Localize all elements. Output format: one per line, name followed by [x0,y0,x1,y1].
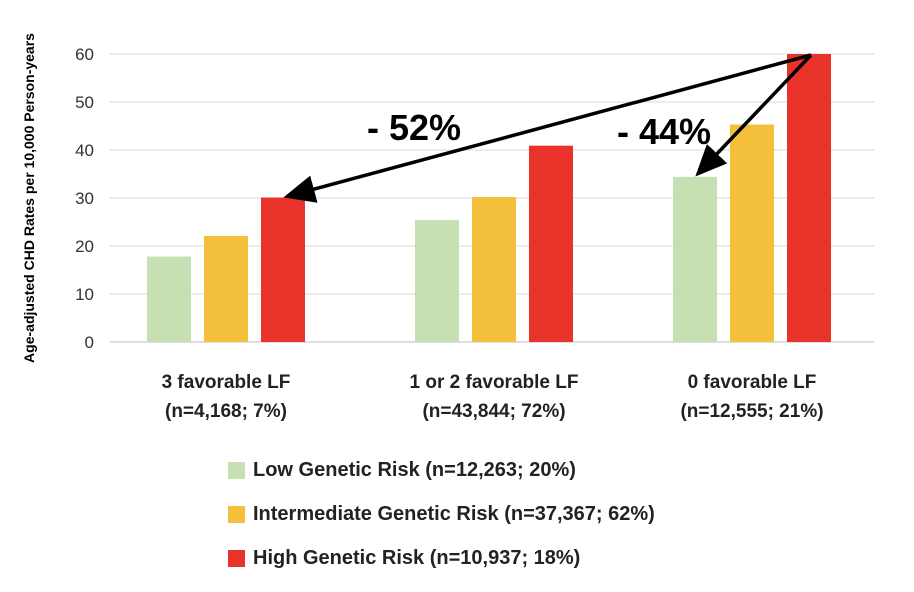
y-tick-label: 0 [85,333,94,352]
y-tick-label: 30 [75,189,94,208]
y-axis-label: Age-adjusted CHD Rates per 10,000 Person… [21,33,37,363]
legend-label-high: High Genetic Risk (n=10,937; 18%) [253,546,581,569]
bar-intermediate [730,124,774,342]
y-tick-label: 10 [75,285,94,304]
bars [147,54,831,342]
legend-swatch-low [228,461,245,479]
y-axis-ticks: 0 10 20 30 40 50 60 [75,45,94,352]
bar-high [261,197,305,342]
bar-intermediate [204,235,248,342]
legend-label-low: Low Genetic Risk (n=12,263; 20%) [253,458,576,481]
x-axis-categories: 3 favorable LF (n=4,168; 7%) 1 or 2 favora… [162,372,824,422]
bar-high [787,54,831,342]
legend-item-low: Low Genetic Risk (n=12,263; 20%) [228,448,655,492]
y-tick-label: 20 [75,237,94,256]
category-label: 3 favorable LF [162,372,291,393]
legend: Low Genetic Risk (n=12,263; 20%) Interme… [228,448,655,580]
legend-swatch-intermediate [228,505,245,523]
category-sample-size: (n=43,844; 72%) [422,401,565,422]
annotation-arrow [283,53,812,203]
bar-low [147,256,191,342]
bar-low [673,176,717,342]
bar-low [415,220,459,342]
legend-item-intermediate: Intermediate Genetic Risk (n=37,367; 62%… [228,492,655,536]
bar-intermediate [472,197,516,342]
y-tick-label: 60 [75,45,94,64]
legend-item-high: High Genetic Risk (n=10,937; 18%) [228,536,655,580]
bar-high [529,145,573,342]
annotation-arrow [695,53,813,177]
y-tick-label: 40 [75,141,94,160]
y-tick-label: 50 [75,93,94,112]
annotation-label: - 52% [367,107,461,148]
annotation-label: - 44% [617,111,711,152]
category-label: 0 favorable LF [688,372,817,393]
category-sample-size: (n=4,168; 7%) [165,401,287,422]
legend-swatch-high [228,549,245,567]
legend-label-intermediate: Intermediate Genetic Risk (n=37,367; 62%… [253,502,655,525]
chart: 0 10 20 30 40 50 60 Age-adjusted CHD Rates per… [21,33,874,422]
category-sample-size: (n=12,555; 21%) [680,401,823,422]
category-label: 1 or 2 favorable LF [410,372,579,393]
annotations: - 52% - 44% [283,53,813,203]
